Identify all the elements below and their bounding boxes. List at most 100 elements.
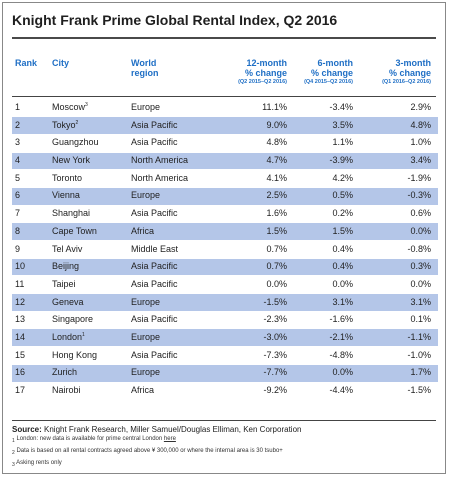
table-row: 11 Taipei Asia Pacific 0.0% 0.0% 0.0% [3, 276, 447, 294]
page-title: Knight Frank Prime Global Rental Index, … [12, 12, 338, 28]
cell-3-month: -0.3% [407, 190, 431, 201]
cell-region: Asia Pacific [131, 349, 178, 360]
cell-city-name: Guangzhou [52, 137, 99, 148]
cell-region: Asia Pacific [131, 137, 178, 148]
row-band [12, 187, 438, 205]
cell-region: Europe [131, 296, 161, 307]
cell-3-month: 1.0% [410, 137, 431, 148]
footnote-2-mark: 2 [12, 450, 15, 456]
cell-rank: 16 [15, 367, 26, 378]
table-row: 1 Moscow3 Europe 11.1% -3.4% 2.9% [3, 99, 447, 117]
footnote-1-link[interactable]: here [163, 436, 176, 442]
cell-12-month: 4.1% [266, 172, 287, 183]
source-text: Knight Frank Research, Miller Samuel/Dou… [41, 425, 302, 434]
cell-12-month: 0.7% [266, 261, 287, 272]
row-band [12, 294, 438, 311]
cell-12-month: -9.2% [263, 385, 287, 395]
cell-6-month: 1.5% [332, 225, 353, 236]
cell-city: Moscow3 [52, 99, 88, 117]
cell-12-month: 1.6% [266, 208, 287, 219]
cell-city: Tel Aviv [52, 241, 82, 259]
cell-3-month: 0.0% [410, 278, 431, 289]
cell-6-month: -3.4% [329, 102, 353, 112]
cell-rank: 15 [15, 349, 26, 360]
cell-rank: 7 [15, 208, 21, 219]
cell-city-name: New York [52, 155, 91, 166]
table-row: 13 Singapore Asia Pacific -2.3% -1.6% 0.1% [3, 311, 447, 329]
cell-3-month: -1.1% [407, 331, 431, 342]
cell-region: Asia Pacific [131, 314, 178, 325]
table-row: 9 Tel Aviv Middle East 0.7% 0.4% -0.8% [3, 241, 447, 259]
header-region-line1: World [131, 58, 157, 68]
table-row: 17 Nairobi Africa -9.2% -4.4% -1.5% [3, 382, 447, 400]
header-6-month-line2: % change [310, 68, 353, 78]
row-band [12, 258, 438, 276]
cell-region: Middle East [131, 243, 179, 254]
header-12-month-period: (Q2 2015–Q2 2016) [238, 79, 287, 85]
cell-12-month: -7.3% [263, 349, 287, 360]
cell-city: Toronto [52, 170, 82, 188]
footnote-1-mark: 1 [12, 438, 15, 444]
cell-city: Zurich [52, 364, 77, 382]
table-row: 15 Hong Kong Asia Pacific -7.3% -4.8% -1.0% [3, 347, 447, 365]
cell-city: Singapore [52, 311, 93, 329]
cell-city: Cape Town [52, 223, 97, 241]
cell-city-name: Taipei [52, 278, 76, 289]
cell-city: Beijing [52, 258, 79, 276]
cell-city-name: Zurich [52, 367, 78, 378]
cell-12-month: 9.0% [266, 119, 287, 130]
table-body: 1 Moscow3 Europe 11.1% -3.4% 2.9% 2 Tokyo2 Asia … [3, 99, 447, 400]
cell-city-name: London [52, 331, 83, 342]
row-band [12, 152, 438, 170]
cell-12-month: 4.8% [266, 137, 287, 148]
cell-region: Africa [131, 225, 155, 236]
header-city: City [52, 58, 70, 68]
cell-12-month: 11.1% [262, 102, 287, 112]
table-row: 5 Toronto North America 4.1% 4.2% -1.9% [3, 170, 447, 188]
cell-3-month: 3.4% [410, 155, 431, 166]
cell-6-month: 0.0% [332, 278, 353, 289]
cell-city-name: Beijing [52, 261, 80, 272]
cell-rank: 6 [15, 190, 21, 201]
cell-6-month: -1.6% [329, 314, 353, 325]
cell-rank: 2 [15, 119, 21, 130]
cell-rank: 12 [15, 296, 26, 307]
header-12-month: 12-month % change (Q2 2015–Q2 2016) [215, 58, 287, 87]
cell-6-month: 0.0% [332, 367, 353, 378]
cell-city-name: Hong Kong [52, 349, 98, 360]
table-row: 8 Cape Town Africa 1.5% 1.5% 0.0% [3, 223, 447, 241]
cell-city: Geneva [52, 294, 84, 312]
cell-6-month: 0.4% [332, 243, 353, 254]
header-region-line2: region [131, 68, 159, 78]
cell-6-month: 3.1% [332, 296, 353, 307]
table-row: 7 Shanghai Asia Pacific 1.6% 0.2% 0.6% [3, 205, 447, 223]
header-6-month-line1: 6-month [317, 58, 354, 68]
cell-region: Europe [131, 331, 161, 342]
cell-6-month: 3.5% [332, 119, 353, 130]
header-3-month: 3-month % change (Q1 2016–Q2 2016) [371, 58, 431, 87]
cell-12-month: 1.5% [266, 225, 287, 236]
cell-rank: 10 [15, 261, 26, 272]
cell-region: North America [131, 172, 189, 183]
cell-12-month: -3.0% [263, 331, 287, 342]
footnote-1: 1 London: new data is available for prim… [12, 435, 442, 447]
cell-3-month: 0.1% [410, 314, 431, 325]
cell-city: Guangzhou [52, 134, 99, 152]
cell-city-name: Nairobi [52, 385, 81, 395]
cell-3-month: 2.9% [410, 102, 431, 112]
cell-12-month: 4.7% [266, 155, 287, 166]
table-row: 12 Geneva Europe -1.5% 3.1% 3.1% [3, 294, 447, 312]
cell-rank: 5 [15, 172, 21, 183]
cell-rank: 13 [15, 314, 26, 325]
table-panel: Knight Frank Prime Global Rental Index, … [2, 2, 446, 474]
cell-rank: 17 [15, 385, 26, 395]
cell-city-footnote-mark: 2 [75, 119, 79, 126]
table-row: 16 Zurich Europe -7.7% 0.0% 1.7% [3, 364, 447, 382]
source-line: Source: Knight Frank Research, Miller Sa… [12, 424, 442, 435]
cell-region: North America [131, 155, 189, 166]
cell-city-name: Geneva [52, 296, 84, 307]
header-rank: Rank [15, 58, 38, 68]
table-row: 14 London1 Europe -3.0% -2.1% -1.1% [3, 329, 447, 347]
cell-3-month: -1.5% [407, 385, 431, 395]
header-6-month: 6-month % change (Q4 2015–Q2 2016) [303, 58, 353, 87]
